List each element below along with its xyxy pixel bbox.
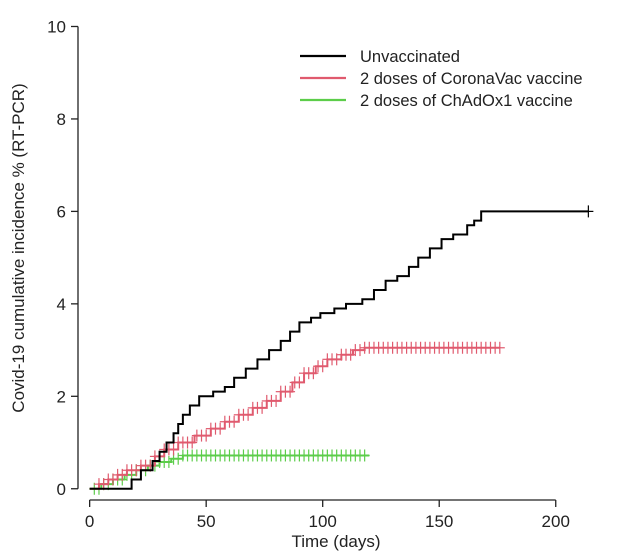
- series-2-doses-of-coronavac-vaccine: [89, 341, 505, 491]
- y-tick-label: 4: [57, 295, 66, 314]
- series-line: [89, 210, 589, 490]
- legend-label: 2 doses of CoronaVac vaccine: [360, 70, 583, 88]
- y-tick-label: 2: [57, 387, 66, 406]
- y-tick-label: 0: [57, 480, 66, 499]
- y-tick-label: 8: [57, 110, 66, 129]
- x-tick-label: 150: [425, 512, 453, 531]
- x-tick-label: 100: [309, 512, 337, 531]
- series-line: [89, 346, 500, 490]
- y-tick-label: 10: [47, 17, 66, 36]
- plot-series: [89, 205, 594, 495]
- legend-label: Unvaccinated: [360, 48, 460, 66]
- x-axis-title: Time (days): [291, 532, 380, 551]
- y-axis-title: Covid-19 cumulative incidence % (RT-PCR): [9, 83, 28, 412]
- legend: Unvaccinated 2 doses of CoronaVac vaccine…: [300, 48, 583, 110]
- x-ticks: 0 50 100 150 200: [85, 500, 570, 531]
- y-ticks: 0 2 4 6 8 10: [47, 17, 78, 499]
- series-unvaccinated: [89, 205, 594, 490]
- y-tick-label: 6: [57, 202, 66, 221]
- x-tick-label: 200: [542, 512, 570, 531]
- x-tick-label: 0: [85, 512, 94, 531]
- x-tick-label: 50: [197, 512, 216, 531]
- axes: 0 2 4 6 8 10 0 50 100 150 200: [47, 17, 570, 531]
- legend-label: 2 doses of ChAdOx1 vaccine: [360, 92, 573, 110]
